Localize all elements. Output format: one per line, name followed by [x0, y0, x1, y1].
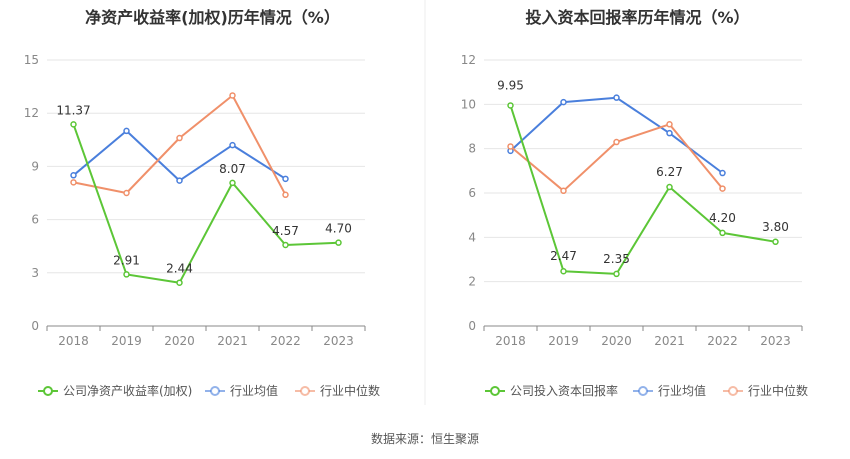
charts-canvas: 0 3 6 9 12 15 2018 2019 2020 2021 2022 2023 11.37 2.9… [24, 0, 808, 405]
data-point [176, 279, 183, 286]
data-point [772, 238, 779, 246]
legend-item-3: 行业中位数 [723, 383, 808, 398]
data-point [229, 179, 236, 187]
y-tick-label: 12 [24, 106, 39, 120]
data-point [719, 185, 726, 192]
data-label: 2.91 [113, 253, 140, 267]
y-tick-label: 4 [468, 230, 476, 244]
y-tick-label: 6 [31, 213, 39, 227]
data-point [507, 102, 514, 109]
x-tick-label: 2023 [323, 334, 354, 348]
data-point [335, 239, 342, 246]
legend-swatch-marker [638, 386, 648, 396]
chart-title-right: 投入资本回报率历年情况（%） [525, 8, 750, 27]
legend-label: 行业中位数 [320, 383, 380, 398]
legend-label: 公司净资产收益率(加权) [63, 383, 192, 398]
data-label: 8.07 [219, 162, 246, 176]
data-point [123, 271, 130, 278]
series-line-3 [509, 123, 724, 192]
data-point [282, 241, 289, 249]
legend-item-1: 公司投入资本回报率 [485, 383, 618, 398]
series-line-2 [509, 96, 724, 174]
data-point [666, 129, 673, 137]
y-tick-label: 6 [468, 186, 476, 200]
data-point [176, 177, 183, 184]
data-point [70, 172, 77, 179]
data-label: 4.57 [272, 224, 299, 238]
legend-item-3: 行业中位数 [295, 383, 380, 398]
data-point [176, 134, 183, 142]
x-tick-label: 2021 [654, 334, 685, 348]
data-label: 11.37 [56, 103, 90, 117]
x-tick-label: 2018 [58, 334, 89, 348]
legend-item-1: 公司净资产收益率(加权) [38, 383, 192, 398]
x-tick-label: 2020 [164, 334, 195, 348]
legend-label: 行业均值 [230, 383, 278, 398]
legend-swatch-marker [490, 386, 500, 396]
data-point [560, 187, 567, 195]
data-point [560, 98, 567, 106]
data-label: 2.35 [603, 252, 630, 266]
x-tick-label: 2021 [217, 334, 248, 348]
data-point [282, 191, 289, 199]
x-tick-label: 2022 [270, 334, 301, 348]
x-tick-label: 2019 [548, 334, 579, 348]
y-tick-label: 0 [468, 319, 476, 333]
y-tick-label: 0 [31, 319, 39, 333]
chart-1: 0 3 6 9 12 15 2018 2019 2020 2021 2022 2023 11.37 2.9… [24, 53, 380, 398]
legend-swatch-marker [300, 386, 310, 396]
chart-2: 0 2 4 6 8 10 12 2018 2019 2020 2021 2022 2023 9.95 2.4… [461, 53, 808, 398]
y-tick-label: 12 [461, 53, 476, 67]
x-tick-label: 2023 [760, 334, 791, 348]
y-tick-label: 8 [468, 142, 476, 156]
data-point [613, 94, 620, 101]
series-line-1 [509, 105, 776, 275]
x-tick-label: 2018 [495, 334, 526, 348]
y-tick-label: 9 [31, 159, 39, 173]
data-point [560, 267, 567, 275]
data-point [666, 121, 673, 128]
data-label: 4.20 [709, 211, 736, 225]
data-point [613, 138, 620, 146]
x-tick-label: 2020 [601, 334, 632, 348]
legend-item-2: 行业均值 [205, 383, 278, 398]
series-line-1 [72, 124, 339, 284]
legend-swatch-marker [43, 386, 53, 396]
data-point [229, 92, 236, 99]
x-tick-label: 2019 [111, 334, 142, 348]
data-point [70, 121, 77, 128]
y-tick-label: 10 [461, 97, 476, 111]
data-point [70, 179, 77, 186]
data-label: 9.95 [497, 78, 524, 92]
legend-label: 行业中位数 [748, 383, 808, 398]
data-point [123, 127, 130, 135]
chart-title-left: 净资产收益率(加权)历年情况（%） [85, 8, 340, 27]
legend-swatch-marker [728, 386, 738, 396]
y-tick-label: 3 [31, 266, 39, 280]
data-point [229, 141, 236, 149]
data-label: 2.44 [166, 262, 193, 276]
data-label: 4.70 [325, 222, 352, 236]
y-tick-label: 2 [468, 275, 476, 289]
legend-swatch-marker [210, 386, 220, 396]
data-point [719, 229, 726, 237]
data-label: 3.80 [762, 220, 789, 234]
y-tick-label: 15 [24, 53, 39, 67]
data-point [719, 169, 726, 177]
legend-label: 行业均值 [658, 383, 706, 398]
legend-label: 公司投入资本回报率 [510, 383, 618, 398]
data-point [666, 183, 673, 191]
data-point [613, 270, 620, 278]
data-point [507, 143, 514, 150]
data-label: 2.47 [550, 249, 577, 263]
legend-item-2: 行业均值 [633, 383, 706, 398]
data-source: 数据来源：恒生聚源 [370, 432, 479, 446]
data-point [282, 175, 289, 183]
data-label: 6.27 [656, 165, 683, 179]
x-tick-label: 2022 [707, 334, 738, 348]
data-point [123, 189, 130, 197]
